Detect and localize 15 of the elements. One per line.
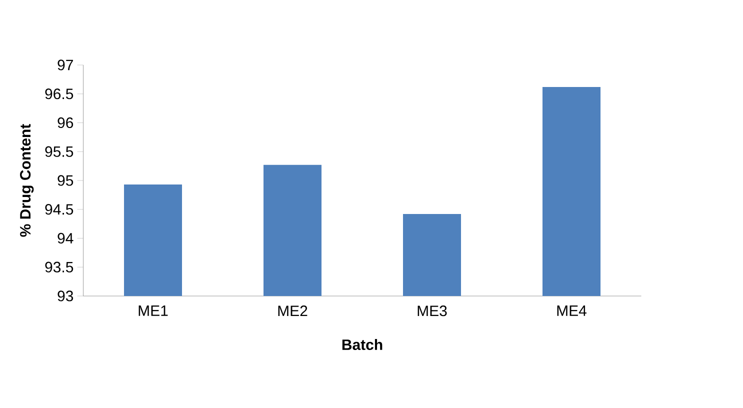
x-tick-label: ME4: [557, 306, 586, 316]
y-tick-label: 93: [58, 290, 74, 302]
y-tick-label: 94: [58, 232, 74, 244]
y-tick-label: 97: [58, 60, 73, 70]
y-tick-label: 95.5: [45, 146, 74, 157]
y-axis-title: % Drug Content: [20, 124, 34, 237]
x-tick-label: ME3: [418, 306, 447, 316]
y-tick-label: 93.5: [45, 262, 74, 272]
x-tick-label: ME1: [138, 306, 168, 316]
y-tick-label: 95: [58, 175, 74, 186]
y-tick-label: 96: [58, 117, 74, 128]
y-tick-label: 94.5: [45, 204, 74, 215]
x-tick-label: ME2: [278, 306, 308, 316]
x-axis-title: Batch: [342, 339, 382, 350]
y-tick-label: 96.5: [45, 88, 74, 100]
